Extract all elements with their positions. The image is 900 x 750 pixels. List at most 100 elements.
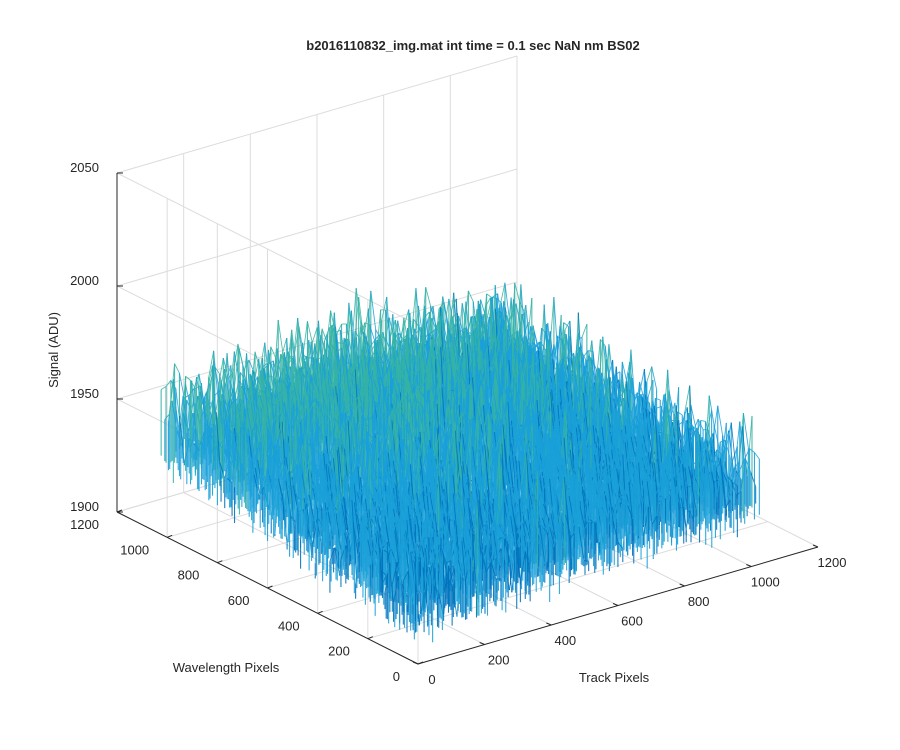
surface-segment bbox=[507, 362, 514, 401]
surface-segment bbox=[600, 339, 606, 347]
surface-segment bbox=[468, 331, 474, 378]
surface-segment bbox=[252, 457, 258, 461]
surface-segment bbox=[367, 431, 373, 439]
surface-segment bbox=[276, 348, 283, 389]
surface-segment bbox=[318, 417, 324, 427]
surface-segment bbox=[223, 423, 229, 430]
surface-segment bbox=[468, 341, 474, 353]
surface-segment bbox=[420, 377, 427, 389]
surface-segment bbox=[485, 297, 491, 307]
surface-segment bbox=[452, 391, 459, 413]
surface-segment bbox=[527, 348, 534, 404]
surface-segment bbox=[268, 445, 275, 456]
surface-segment bbox=[563, 322, 569, 327]
surface-segment bbox=[458, 315, 464, 336]
surface-segment bbox=[302, 443, 309, 465]
surface-segment bbox=[359, 405, 366, 423]
surface-segment bbox=[386, 403, 393, 410]
surface-segment bbox=[370, 342, 377, 352]
surface-segment bbox=[310, 396, 317, 405]
surface-segment bbox=[458, 330, 465, 363]
surface-segment bbox=[179, 373, 185, 399]
surface-segment bbox=[271, 401, 278, 408]
surface-segment bbox=[448, 387, 455, 392]
surface-segment bbox=[357, 433, 364, 456]
surface-segment bbox=[331, 380, 338, 385]
surface-segment bbox=[194, 391, 201, 429]
surface-segment bbox=[256, 434, 262, 462]
surface-segment bbox=[370, 436, 377, 457]
surface-segment bbox=[245, 427, 251, 465]
surface-segment bbox=[434, 356, 440, 361]
surface-segment bbox=[464, 384, 471, 393]
surface-segment bbox=[474, 368, 480, 372]
surface-segment bbox=[259, 342, 266, 370]
surface-segment bbox=[362, 341, 368, 352]
surface-segment bbox=[344, 338, 351, 359]
surface-segment bbox=[304, 431, 311, 470]
surface-segment bbox=[313, 425, 320, 458]
surface-segment bbox=[447, 391, 454, 455]
surface-segment bbox=[410, 288, 417, 340]
surface-segment bbox=[309, 346, 316, 368]
surface-segment bbox=[197, 442, 203, 445]
surface-segment bbox=[278, 460, 284, 470]
surface-segment bbox=[359, 387, 366, 394]
surface-segment bbox=[160, 386, 167, 390]
surface-segment bbox=[485, 357, 491, 371]
surface-segment bbox=[283, 354, 290, 392]
surface-segment bbox=[406, 378, 412, 392]
surface-segment bbox=[276, 408, 283, 419]
surface-segment bbox=[398, 327, 405, 341]
surface-segment bbox=[448, 380, 455, 389]
surface-segment bbox=[432, 334, 439, 355]
surface-segment bbox=[185, 375, 191, 381]
surface-segment bbox=[228, 429, 234, 435]
surface-segment bbox=[449, 324, 456, 331]
surface-segment bbox=[463, 330, 470, 395]
surface-segment bbox=[226, 401, 233, 418]
surface-segment bbox=[241, 404, 247, 407]
surface-segment bbox=[404, 395, 411, 403]
surface-segment bbox=[259, 469, 266, 486]
surface-segment bbox=[484, 376, 490, 412]
surface-segment bbox=[563, 363, 570, 374]
surface-segment bbox=[277, 380, 284, 387]
surface-segment bbox=[439, 388, 445, 440]
surface-segment bbox=[330, 344, 336, 351]
surface-segment bbox=[368, 415, 374, 421]
surface-segment bbox=[402, 347, 409, 361]
surface-segment bbox=[586, 340, 593, 372]
surface-segment bbox=[273, 377, 279, 387]
surface-segment bbox=[489, 297, 496, 339]
surface-segment bbox=[373, 379, 379, 396]
surface-segment bbox=[323, 393, 329, 442]
surface-segment bbox=[367, 308, 374, 363]
surface-segment bbox=[297, 372, 303, 376]
surface-segment bbox=[499, 356, 506, 376]
surface-segment bbox=[191, 376, 197, 413]
surface-segment bbox=[425, 357, 432, 379]
surface-segment bbox=[309, 405, 316, 434]
surface-segment bbox=[417, 382, 423, 391]
surface-segment bbox=[369, 340, 375, 348]
surface-segment bbox=[497, 334, 504, 349]
surface-segment bbox=[518, 365, 525, 404]
surface-segment bbox=[237, 399, 244, 407]
surface-segment bbox=[385, 396, 392, 418]
surface-segment bbox=[324, 375, 330, 382]
surface-segment bbox=[290, 367, 296, 390]
surface-segment bbox=[399, 359, 406, 367]
surface-segment bbox=[293, 393, 300, 405]
surface-segment bbox=[467, 290, 474, 302]
surface-segment bbox=[358, 297, 364, 339]
surface-segment bbox=[326, 408, 333, 424]
surface-segment bbox=[267, 475, 273, 481]
surface-segment bbox=[407, 347, 413, 358]
surface-segment bbox=[326, 383, 333, 388]
surface-segment bbox=[395, 377, 401, 393]
surface-segment bbox=[331, 393, 338, 409]
surface-segment bbox=[453, 373, 460, 389]
surface-segment bbox=[364, 335, 371, 348]
surface-segment bbox=[482, 344, 489, 364]
